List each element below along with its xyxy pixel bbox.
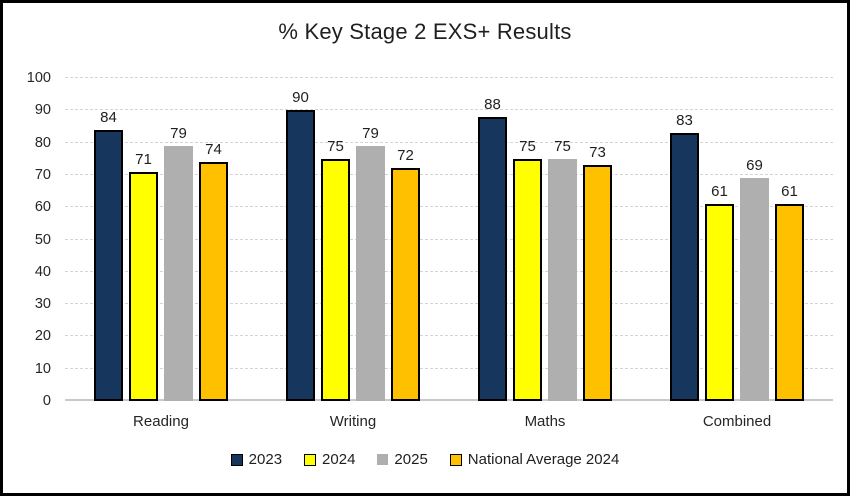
bar-value-label: 73 [589,144,606,162]
bar-group-reading: 84 71 79 74 [94,78,228,401]
legend-item-2025: 2025 [377,451,428,468]
bar-reading-2024: 71 [129,151,158,401]
gridline [65,303,833,305]
bar-combined-2025: 69 [740,157,769,401]
bar-value-label: 83 [676,111,693,129]
bar-group-combined: 83 61 69 61 [670,78,804,401]
y-axis-tick-label: 10 [34,360,51,377]
bar-fill [705,203,734,401]
y-axis-tick-label: 80 [34,134,51,151]
y-axis-tick-label: 90 [34,102,51,119]
category-label-writing: Writing [329,413,377,430]
bar-fill [391,168,420,401]
gridline [65,77,833,78]
bar-maths-2025: 75 [548,138,577,401]
category-label-reading: Reading [133,413,189,430]
legend-item-2024: 2024 [304,451,355,468]
bar-value-label: 75 [554,137,571,155]
bar-value-label: 61 [711,182,728,200]
bar-writing-2023: 90 [286,89,315,401]
bar-writing-2024: 75 [321,138,350,401]
bar-fill [548,158,577,401]
bar-reading-2025: 79 [164,125,193,401]
legend-label: 2024 [322,451,356,468]
y-axis-tick-label: 0 [42,393,51,409]
bar-value-label: 71 [135,150,152,168]
bar-maths-2024: 75 [513,138,542,401]
legend-item-2023: 2023 [230,451,283,468]
y-axis-tick-label: 100 [26,70,51,86]
bar-fill [583,165,612,401]
bar-fill [199,161,228,401]
bar-value-label: 79 [362,124,379,142]
bar-value-label: 88 [484,95,501,113]
bar-fill [356,145,385,401]
gridline [65,173,833,175]
gridline [65,206,833,208]
bar-reading-2023: 84 [94,109,123,401]
bar-fill [478,116,507,401]
bar-fill [670,132,699,401]
bar-group-writing: 90 75 79 72 [286,78,420,401]
category-label-combined: Combined [702,413,772,430]
gridline [65,270,833,272]
legend-swatch [449,453,462,466]
gridline [65,367,833,369]
gridline [65,335,833,337]
bar-fill [286,110,315,401]
legend-label: National Average 2024 [467,451,620,468]
bar-writing-national-average-2024: 72 [391,147,420,401]
bar-combined-2024: 61 [705,183,734,401]
y-axis-tick-label: 70 [34,166,51,183]
bar-value-label: 69 [746,157,763,175]
bar-value-label: 90 [292,89,309,107]
bar-value-label: 75 [519,137,536,155]
y-axis-tick-label: 60 [34,199,51,216]
legend-label: 2025 [394,451,428,468]
plot-area: 0 10 20 30 40 50 60 70 80 90 100 84 71 79 74 90 75 79 72 88… [27,70,833,409]
bar-fill [129,171,158,401]
y-axis-tick-label: 20 [34,328,51,345]
bar-maths-2023: 88 [478,96,507,401]
bar-value-label: 84 [100,108,117,126]
x-axis-category-row: Reading Writing Maths Combined [65,413,833,430]
bar-groups: 84 71 79 74 90 75 79 72 88 75 75 73 83 61 69 61 [65,78,833,401]
bar-value-label: 72 [397,147,414,165]
chart-title: % Key Stage 2 EXS+ Results [278,19,572,44]
gridline [65,141,833,143]
legend-swatch [304,453,317,466]
x-axis-line [65,399,833,401]
bar-fill [94,129,123,401]
legend-item-national-average-2024: National Average 2024 [449,451,620,468]
gridline [65,238,833,240]
bar-writing-2025: 79 [356,125,385,401]
bar-group-maths: 88 75 75 73 [478,78,612,401]
bar-maths-national-average-2024: 73 [583,144,612,401]
bar-fill [513,158,542,401]
y-axis-tick-label: 50 [34,231,51,248]
legend-label: 2023 [248,451,283,468]
bar-fill [740,178,769,401]
bar-value-label: 61 [781,182,798,200]
bar-value-label: 79 [170,124,187,142]
legend-swatch [377,454,389,465]
bar-fill [164,145,193,401]
bar-fill [775,203,804,401]
y-axis-tick-label: 40 [34,263,51,280]
legend-swatch [230,453,243,466]
bar-value-label: 75 [327,137,344,155]
bar-combined-national-average-2024: 61 [775,183,804,401]
bar-fill [321,158,350,401]
bar-reading-national-average-2024: 74 [199,141,228,401]
bar-combined-2023: 83 [670,112,699,401]
category-label-maths: Maths [524,413,566,430]
gridline [65,109,833,111]
legend: 2023 2024 2025 National Average 2024 [3,451,847,468]
bar-value-label: 74 [205,140,222,158]
y-axis-tick-label: 30 [34,296,51,313]
